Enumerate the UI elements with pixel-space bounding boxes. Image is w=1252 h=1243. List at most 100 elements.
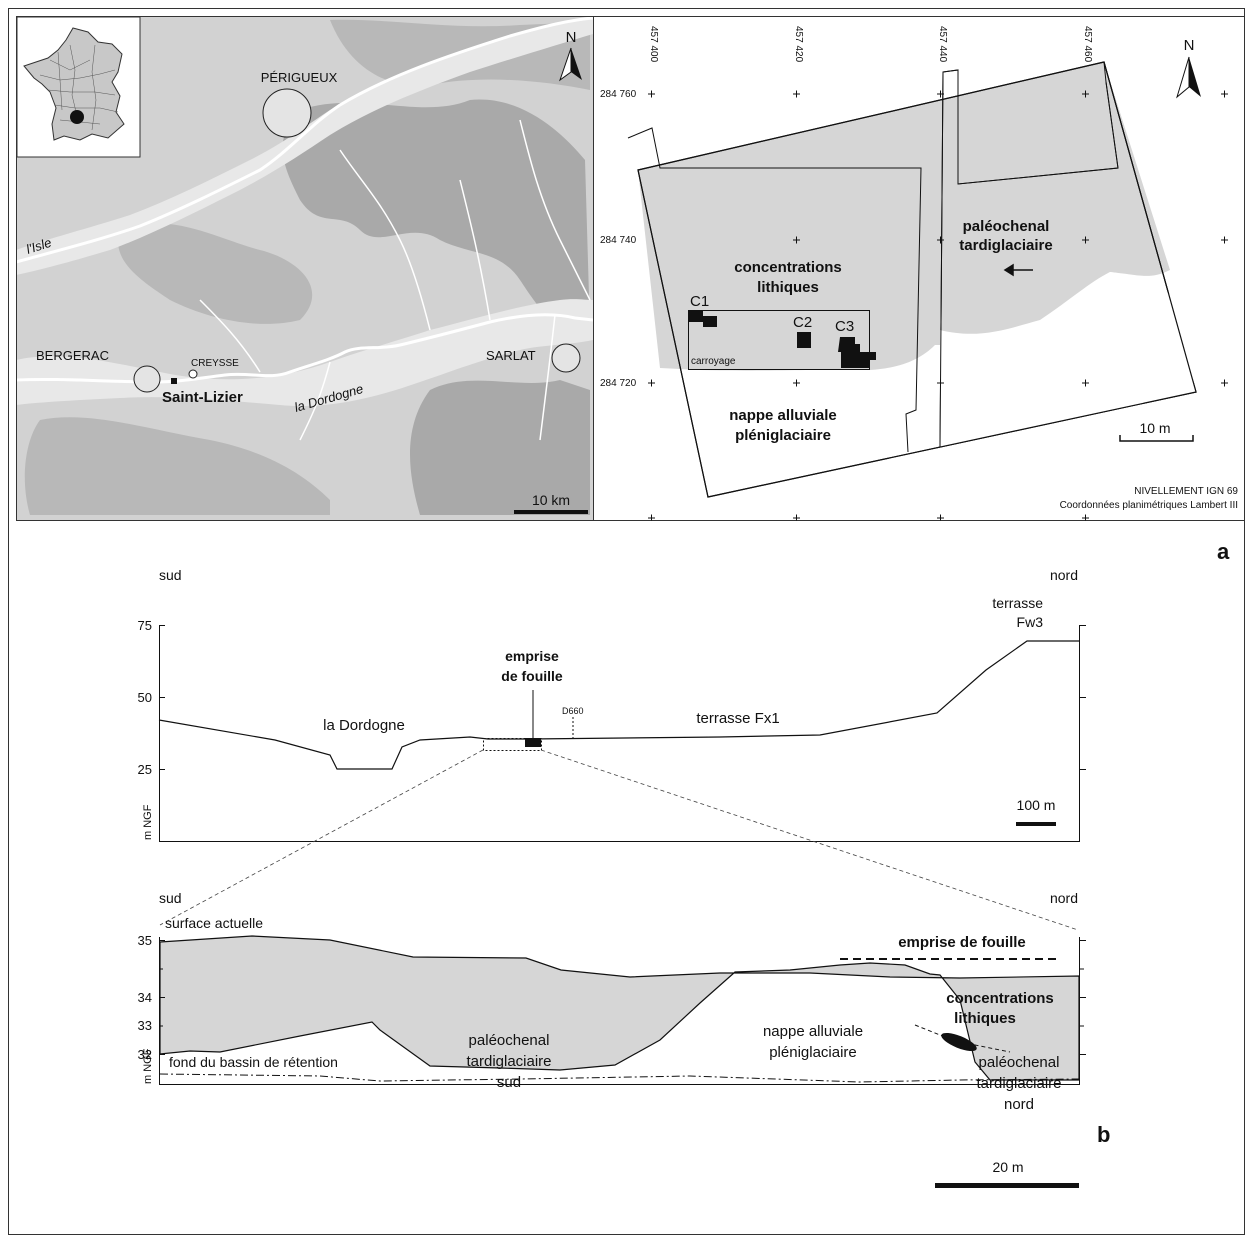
- plan-scale-bar: [1119, 435, 1194, 442]
- paleo-south-label: tardiglaciaire: [466, 1053, 551, 1070]
- section-a-scale-label: 100 m: [1017, 797, 1056, 813]
- nappe-label: pléniglaciaire: [769, 1044, 857, 1061]
- panel-label-b: b: [1097, 1122, 1110, 1147]
- isle-valley: [16, 16, 593, 275]
- regional-map: N PÉRIGUEUX BERGERAC CREYSSE SARLAT Sain…: [15, 16, 594, 520]
- x-tick-label: 457 440: [937, 26, 948, 63]
- sarlat-circle: [551, 343, 581, 373]
- creysse-circle: [188, 369, 198, 379]
- c1-label: C1: [690, 293, 709, 310]
- paleo-north-label: tardiglaciaire: [976, 1075, 1061, 1092]
- paleochannel-label: tardiglaciaire: [959, 237, 1052, 254]
- zoom-line-right: [540, 749, 1079, 931]
- paleochannel-zone: [638, 62, 1170, 371]
- paleo-north-label: nord: [1004, 1096, 1034, 1113]
- plan-north-label: N: [1184, 37, 1195, 54]
- road-label: D660: [562, 706, 584, 716]
- north-arrow-icon: [571, 48, 582, 80]
- y-tick-label: 284 760: [600, 89, 637, 100]
- c1-concentration: [689, 311, 717, 327]
- north-label: nord: [1050, 567, 1078, 583]
- north-label: nord: [1050, 890, 1078, 906]
- y-tick-label: 32: [138, 1047, 152, 1062]
- tributary: [339, 149, 431, 331]
- nappe-zone-right: [940, 272, 1196, 447]
- y-unit-label: m NGF: [142, 1048, 154, 1084]
- concentrations-label: concentrations: [734, 259, 842, 276]
- site-region-marker: [70, 110, 84, 124]
- regional-scale-bar: [514, 510, 588, 514]
- y-tick-label: 50: [138, 690, 152, 705]
- grid-label: carroyage: [691, 356, 736, 367]
- terrace-fx1-label: terrasse Fx1: [696, 710, 779, 727]
- y-tick-label: 33: [138, 1018, 152, 1033]
- coords-label: Coordonnées planimétriques Lambert III: [1060, 500, 1238, 511]
- section-b: sud nord surface actuelle 35 34 33 32 m …: [138, 890, 1086, 1188]
- y-tick-label: 284 740: [600, 235, 637, 246]
- grid-crosses: [648, 90, 1228, 521]
- paleo-south-label: paléochenal: [469, 1032, 550, 1049]
- terrain-profile: [158, 640, 1079, 770]
- plan-north-arrow-icon: [1189, 57, 1201, 97]
- site-marker: [171, 378, 177, 384]
- excavation-label: emprise de fouille: [898, 934, 1026, 951]
- nappe-label: nappe alluviale: [729, 407, 837, 424]
- south-label: sud: [159, 567, 182, 583]
- trench-west: [627, 127, 922, 453]
- excavation-marker: [525, 738, 541, 747]
- site-plan: 457 400 457 420 457 440 457 460 284 760 …: [600, 26, 1238, 521]
- c3-label: C3: [835, 318, 854, 335]
- figure-frame: [8, 8, 1245, 1235]
- c3-concentration: [838, 337, 876, 368]
- y-tick-label: 25: [138, 762, 152, 777]
- terrace-fw3-label: terrasse: [992, 595, 1043, 611]
- y-tick-label: 284 720: [600, 378, 637, 389]
- plan-north-arrow-icon: [1176, 56, 1190, 99]
- tributary: [299, 361, 331, 441]
- dordogne-label: la Dordogne: [323, 717, 405, 734]
- france-outline: [23, 27, 125, 141]
- excavation-label: de fouille: [501, 668, 563, 684]
- south-label: sud: [159, 890, 182, 906]
- nappe-label: pléniglaciaire: [735, 427, 831, 444]
- paleochannel-fill: [159, 935, 1080, 1081]
- site-label: Saint-Lizier: [162, 389, 243, 406]
- y-tick-label: 34: [138, 990, 152, 1005]
- regional-scale-label: 10 km: [532, 492, 570, 508]
- concentrations-label: concentrations: [946, 990, 1054, 1007]
- section-b-scale-bar: [935, 1183, 1079, 1188]
- site-outline: [637, 61, 1197, 498]
- tributary: [199, 299, 261, 373]
- surface-label: surface actuelle: [165, 915, 263, 931]
- tributary: [539, 314, 556, 441]
- paleo-north-label: paléochenal: [979, 1054, 1060, 1071]
- bergerac-label: BERGERAC: [36, 348, 109, 363]
- basin-line: [159, 1073, 1080, 1083]
- x-tick-label: 457 460: [1082, 26, 1093, 63]
- bergerac-circle: [133, 365, 161, 393]
- flow-arrow-icon: [1003, 263, 1033, 277]
- hill-area: [282, 99, 590, 332]
- x-tick-label: 457 400: [648, 26, 659, 63]
- tributary: [519, 119, 591, 301]
- concentrations-label: lithiques: [954, 1010, 1016, 1027]
- section-b-scale-label: 20 m: [992, 1159, 1023, 1175]
- y-tick-label: 75: [138, 618, 152, 633]
- north-label: N: [566, 29, 577, 46]
- grid-box: [688, 310, 870, 370]
- tributary: [459, 179, 491, 321]
- plan-scale-label: 10 m: [1139, 420, 1170, 436]
- hill-area: [118, 223, 313, 324]
- concentrations-label: lithiques: [757, 279, 819, 296]
- sarlat-label: SARLAT: [486, 348, 536, 363]
- terrace-fw3-label: Fw3: [1017, 614, 1044, 630]
- x-tick-label: 457 420: [793, 26, 804, 63]
- paleochannel-label: paléochenal: [963, 218, 1050, 235]
- perigueux-label: PÉRIGUEUX: [261, 70, 338, 85]
- y-unit-label: m NGF: [142, 804, 154, 840]
- creysse-label: CREYSSE: [191, 358, 239, 369]
- leveling-label: NIVELLEMENT IGN 69: [1134, 486, 1238, 497]
- panel-label-a: a: [1217, 539, 1230, 564]
- excavation-zoom-box: [483, 738, 542, 751]
